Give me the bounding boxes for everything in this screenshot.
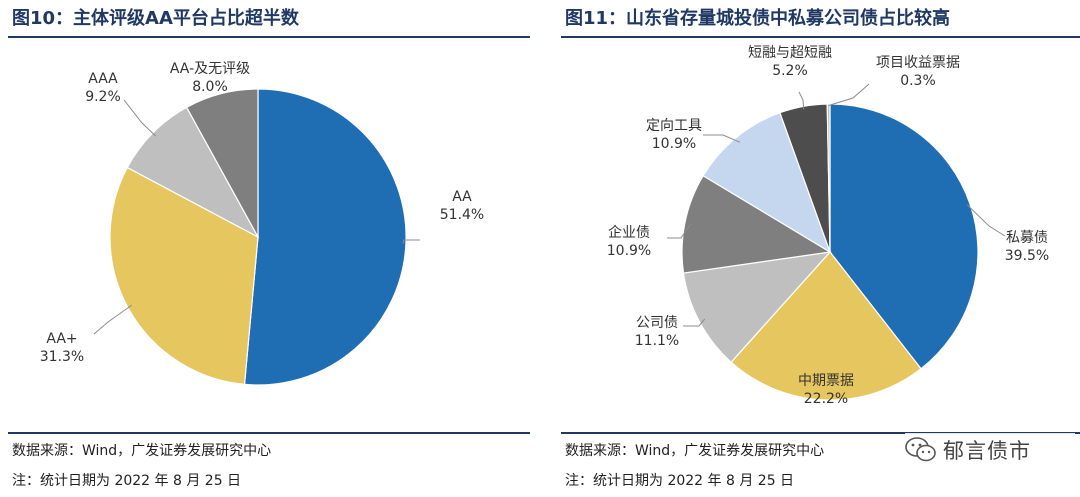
leader-line-1-2 — [683, 318, 706, 327]
pie-slice-0-1 — [109, 166, 259, 386]
right-source-note: 数据来源：Wind，广发证券发展研究中心 — [565, 443, 825, 459]
pie-slice-1-6 — [826, 103, 831, 253]
slice-label-0-2: AAA — [88, 71, 118, 87]
leader-line-0-0 — [402, 239, 420, 244]
leader-line-0-1 — [93, 304, 132, 335]
slice-label-1-0: 私募债 — [1006, 230, 1048, 246]
left-bottom-rule — [8, 432, 530, 434]
slice-value-0-3: 8.0% — [192, 79, 228, 95]
right-bottom-rule — [561, 432, 1080, 434]
watermark-text: 郁言债市 — [943, 439, 1031, 463]
pie-slice-1-0 — [829, 103, 979, 370]
leader-line-1-6 — [828, 83, 870, 106]
slice-label-1-5: 短融与超短融 — [748, 45, 832, 61]
pie-slice-1-3 — [681, 174, 832, 274]
pie-slice-1-2 — [682, 251, 832, 364]
slice-value-1-6: 0.3% — [900, 73, 936, 89]
slice-value-1-3: 10.9% — [607, 243, 651, 259]
leader-line-1-0 — [966, 204, 1006, 237]
slice-label-0-0: AA — [452, 189, 472, 205]
slice-value-1-4: 10.9% — [652, 136, 696, 152]
watermark: 郁言债市 — [905, 433, 1075, 467]
left-pie-chart: AA 51.4% AA+ 31.3% AAA 9.2% AA-及无评级 8.0% — [40, 61, 484, 386]
slice-value-0-1: 31.3% — [40, 349, 84, 365]
left-date-note: 注：统计日期为 2022 年 8 月 25 日 — [12, 473, 242, 489]
right-pie-chart: 私募债 39.5% 中期票据 22.2% 公司债 11.1% 企业债 10.9% 定向工具 10.… — [607, 45, 1049, 407]
pie-slice-1-4 — [702, 111, 832, 254]
slice-value-1-2: 11.1% — [635, 333, 679, 349]
leader-line-1-5 — [798, 91, 805, 110]
right-top-rule — [561, 36, 1080, 38]
leader-line-1-3 — [667, 223, 692, 239]
left-chart-title: 图10：主体评级AA平台占比超半数 — [12, 8, 299, 29]
slice-value-0-0: 51.4% — [440, 207, 484, 223]
slice-value-1-0: 39.5% — [1005, 248, 1049, 264]
slice-label-1-1: 中期票据 — [798, 373, 854, 389]
right-date-note: 注：统计日期为 2022 年 8 月 25 日 — [565, 473, 795, 489]
left-top-rule — [8, 36, 530, 38]
slice-value-1-5: 5.2% — [772, 63, 808, 79]
right-panel: 图11：山东省存量城投债中私募公司债占比较高 私募债 39.5% 中期票据 22.2%… — [553, 0, 1080, 497]
left-panel: 图10：主体评级AA平台占比超半数 AA 51.4% AA+ 31.3% AAA 9.2%… — [0, 0, 530, 497]
slice-label-1-4: 定向工具 — [646, 118, 702, 134]
pie-slice-0-0 — [243, 88, 407, 386]
slice-value-0-2: 9.2% — [85, 89, 121, 105]
pie-slice-0-3 — [185, 88, 259, 238]
slice-label-1-3: 企业债 — [608, 224, 650, 241]
leader-line-0-2 — [123, 99, 157, 137]
right-chart-title: 图11：山东省存量城投债中私募公司债占比较高 — [565, 8, 951, 29]
pie-slice-1-1 — [730, 251, 922, 401]
slice-label-0-1: AA+ — [46, 331, 77, 347]
slice-label-1-6: 项目收益票据 — [876, 55, 960, 71]
slice-label-1-2: 公司债 — [636, 315, 678, 331]
slice-label-0-3: AA-及无评级 — [170, 61, 250, 77]
left-source-note: 数据来源：Wind，广发证券发展研究中心 — [12, 443, 272, 459]
slice-value-1-1: 22.2% — [804, 391, 848, 407]
leader-line-1-4 — [703, 134, 741, 143]
wechat-icon — [905, 437, 936, 462]
